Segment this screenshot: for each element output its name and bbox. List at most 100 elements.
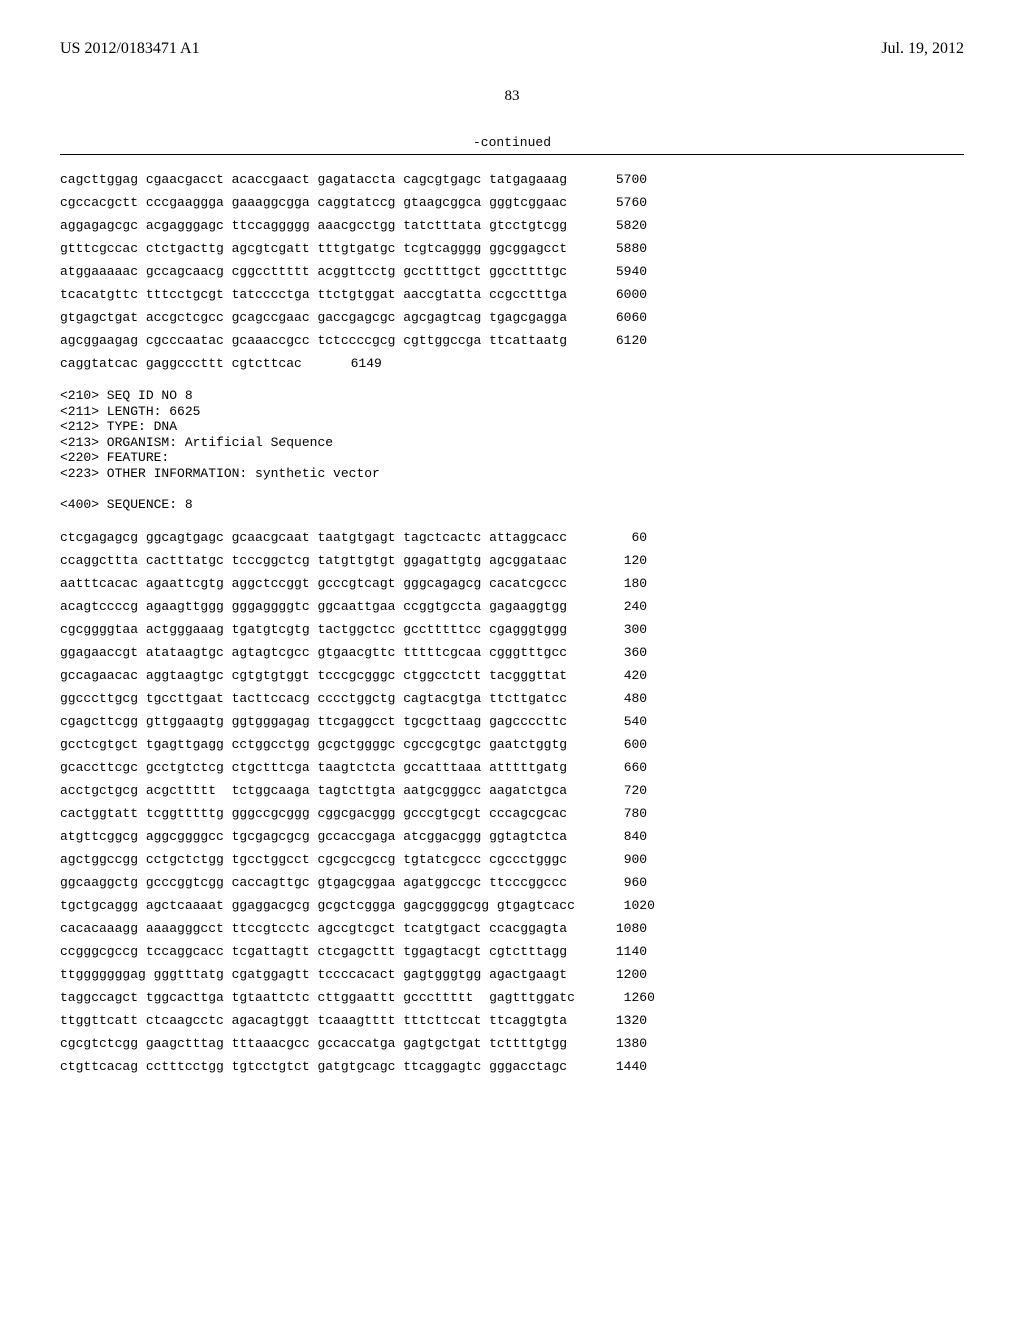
sequence-text: gccagaacac aggtaagtgc cgtgtgtggt tcccgcg… xyxy=(60,669,567,682)
sequence-text: aggagagcgc acgagggagc ttccaggggg aaacgcc… xyxy=(60,219,567,232)
sequence-line: ggagaaccgt atataagtgc agtagtcgcc gtgaacg… xyxy=(60,646,964,659)
sequence-line: tcacatgttc tttcctgcgt tatcccctga ttctgtg… xyxy=(60,288,964,301)
sequence-position: 6060 xyxy=(597,311,647,324)
sequence-text: cgagcttcgg gttggaagtg ggtgggagag ttcgagg… xyxy=(60,715,567,728)
sequence-line: ttggttcatt ctcaagcctc agacagtggt tcaaagt… xyxy=(60,1014,964,1027)
sequence-text: ttggttcatt ctcaagcctc agacagtggt tcaaagt… xyxy=(60,1014,567,1027)
publication-number: US 2012/0183471 A1 xyxy=(60,40,200,58)
sequence-line: agcggaagag cgcccaatac gcaaaccgcc tctcccc… xyxy=(60,334,964,347)
sequence-position: 420 xyxy=(597,669,647,682)
sequence-position: 6120 xyxy=(597,334,647,347)
sequence-line: gtttcgccac ctctgacttg agcgtcgatt tttgtga… xyxy=(60,242,964,255)
sequence-block-2: ctcgagagcg ggcagtgagc gcaacgcaat taatgtg… xyxy=(60,531,964,1073)
sequence-position: 5700 xyxy=(597,173,647,186)
sequence-line: acagtccccg agaagttggg gggaggggtc ggcaatt… xyxy=(60,600,964,613)
sequence-line: caggtatcac gaggcccttt cgtcttcac 6149 xyxy=(60,357,964,370)
sequence-text: aatttcacac agaattcgtg aggctccggt gcccgtc… xyxy=(60,577,567,590)
sequence-text: gcctcgtgct tgagttgagg cctggcctgg gcgctgg… xyxy=(60,738,567,751)
sequence-text: ccgggcgccg tccaggcacc tcgattagtt ctcgagc… xyxy=(60,945,567,958)
sequence-line: aatttcacac agaattcgtg aggctccggt gcccgtc… xyxy=(60,577,964,590)
sequence-line: ctgttcacag cctttcctgg tgtcctgtct gatgtgc… xyxy=(60,1060,964,1073)
sequence-line: cagcttggag cgaacgacct acaccgaact gagatac… xyxy=(60,173,964,186)
sequence-line: cgccacgctt cccgaaggga gaaaggcgga caggtat… xyxy=(60,196,964,209)
sequence-position: 5940 xyxy=(597,265,647,278)
sequence-line: gccagaacac aggtaagtgc cgtgtgtggt tcccgcg… xyxy=(60,669,964,682)
sequence-position: 1200 xyxy=(597,968,647,981)
sequence-position: 600 xyxy=(597,738,647,751)
sequence-position: 1080 xyxy=(597,922,647,935)
sequence-line: gtgagctgat accgctcgcc gcagccgaac gaccgag… xyxy=(60,311,964,324)
sequence-line: atggaaaaac gccagcaacg cggccttttt acggttc… xyxy=(60,265,964,278)
sequence-metadata: <210> SEQ ID NO 8 <211> LENGTH: 6625 <21… xyxy=(60,388,964,513)
sequence-text: caggtatcac gaggcccttt cgtcttcac xyxy=(60,357,302,370)
sequence-position: 480 xyxy=(597,692,647,705)
sequence-text: ggagaaccgt atataagtgc agtagtcgcc gtgaacg… xyxy=(60,646,567,659)
sequence-position: 1260 xyxy=(605,991,655,1004)
sequence-line: cgcggggtaa actgggaaag tgatgtcgtg tactggc… xyxy=(60,623,964,636)
sequence-line: gcaccttcgc gcctgtctcg ctgctttcga taagtct… xyxy=(60,761,964,774)
sequence-position: 1140 xyxy=(597,945,647,958)
sequence-text: ggcccttgcg tgccttgaat tacttccacg cccctgg… xyxy=(60,692,567,705)
sequence-position: 840 xyxy=(597,830,647,843)
sequence-line: ggcaaggctg gcccggtcgg caccagttgc gtgagcg… xyxy=(60,876,964,889)
sequence-text: tcacatgttc tttcctgcgt tatcccctga ttctgtg… xyxy=(60,288,567,301)
sequence-line: gcctcgtgct tgagttgagg cctggcctgg gcgctgg… xyxy=(60,738,964,751)
sequence-text: agcggaagag cgcccaatac gcaaaccgcc tctcccc… xyxy=(60,334,567,347)
sequence-line: atgttcggcg aggcggggcc tgcgagcgcg gccaccg… xyxy=(60,830,964,843)
sequence-line: tgctgcaggg agctcaaaat ggaggacgcg gcgctcg… xyxy=(60,899,964,912)
sequence-text: agctggccgg cctgctctgg tgcctggcct cgcgccg… xyxy=(60,853,567,866)
sequence-position: 540 xyxy=(597,715,647,728)
publication-date: Jul. 19, 2012 xyxy=(881,40,964,58)
sequence-position: 60 xyxy=(597,531,647,544)
sequence-line: acctgctgcg acgcttttt tctggcaaga tagtcttg… xyxy=(60,784,964,797)
sequence-position: 360 xyxy=(597,646,647,659)
sequence-text: atgttcggcg aggcggggcc tgcgagcgcg gccaccg… xyxy=(60,830,567,843)
sequence-position: 5760 xyxy=(597,196,647,209)
sequence-text: tgctgcaggg agctcaaaat ggaggacgcg gcgctcg… xyxy=(60,899,575,912)
sequence-position: 720 xyxy=(597,784,647,797)
sequence-text: atggaaaaac gccagcaacg cggccttttt acggttc… xyxy=(60,265,567,278)
sequence-line: cacacaaagg aaaagggcct ttccgtcctc agccgtc… xyxy=(60,922,964,935)
sequence-position: 5820 xyxy=(597,219,647,232)
sequence-line: ccgggcgccg tccaggcacc tcgattagtt ctcgagc… xyxy=(60,945,964,958)
sequence-text: taggccagct tggcacttga tgtaattctc cttggaa… xyxy=(60,991,575,1004)
sequence-text: cgccacgctt cccgaaggga gaaaggcgga caggtat… xyxy=(60,196,567,209)
sequence-position: 6000 xyxy=(597,288,647,301)
sequence-text: ctcgagagcg ggcagtgagc gcaacgcaat taatgtg… xyxy=(60,531,567,544)
sequence-line: agctggccgg cctgctctgg tgcctggcct cgcgccg… xyxy=(60,853,964,866)
sequence-line: ccaggcttta cactttatgc tcccggctcg tatgttg… xyxy=(60,554,964,567)
sequence-position: 1380 xyxy=(597,1037,647,1050)
sequence-text: acagtccccg agaagttggg gggaggggtc ggcaatt… xyxy=(60,600,567,613)
section-rule-top xyxy=(60,154,964,155)
sequence-text: cactggtatt tcggtttttg gggccgcggg cggcgac… xyxy=(60,807,567,820)
sequence-text: acctgctgcg acgcttttt tctggcaaga tagtcttg… xyxy=(60,784,567,797)
sequence-position: 240 xyxy=(597,600,647,613)
sequence-position: 960 xyxy=(597,876,647,889)
sequence-text: cacacaaagg aaaagggcct ttccgtcctc agccgtc… xyxy=(60,922,567,935)
sequence-position: 1020 xyxy=(605,899,655,912)
sequence-position: 1440 xyxy=(597,1060,647,1073)
sequence-text: ttgggggggag gggtttatg cgatggagtt tccccac… xyxy=(60,968,567,981)
sequence-line: ctcgagagcg ggcagtgagc gcaacgcaat taatgtg… xyxy=(60,531,964,544)
sequence-position: 180 xyxy=(597,577,647,590)
page-number: 83 xyxy=(60,88,964,105)
sequence-text: gtttcgccac ctctgacttg agcgtcgatt tttgtga… xyxy=(60,242,567,255)
sequence-line: ggcccttgcg tgccttgaat tacttccacg cccctgg… xyxy=(60,692,964,705)
sequence-text: cgcggggtaa actgggaaag tgatgtcgtg tactggc… xyxy=(60,623,567,636)
sequence-position: 6149 xyxy=(332,357,382,370)
sequence-line: ttgggggggag gggtttatg cgatggagtt tccccac… xyxy=(60,968,964,981)
sequence-line: taggccagct tggcacttga tgtaattctc cttggaa… xyxy=(60,991,964,1004)
sequence-text: gcaccttcgc gcctgtctcg ctgctttcga taagtct… xyxy=(60,761,567,774)
sequence-text: cagcttggag cgaacgacct acaccgaact gagatac… xyxy=(60,173,567,186)
sequence-position: 120 xyxy=(597,554,647,567)
sequence-position: 1320 xyxy=(597,1014,647,1027)
sequence-position: 900 xyxy=(597,853,647,866)
sequence-line: cgagcttcgg gttggaagtg ggtgggagag ttcgagg… xyxy=(60,715,964,728)
sequence-text: ggcaaggctg gcccggtcgg caccagttgc gtgagcg… xyxy=(60,876,567,889)
continued-label: -continued xyxy=(60,135,964,150)
sequence-position: 780 xyxy=(597,807,647,820)
sequence-position: 300 xyxy=(597,623,647,636)
sequence-text: ctgttcacag cctttcctgg tgtcctgtct gatgtgc… xyxy=(60,1060,567,1073)
sequence-line: cgcgtctcgg gaagctttag tttaaacgcc gccacca… xyxy=(60,1037,964,1050)
sequence-text: gtgagctgat accgctcgcc gcagccgaac gaccgag… xyxy=(60,311,567,324)
